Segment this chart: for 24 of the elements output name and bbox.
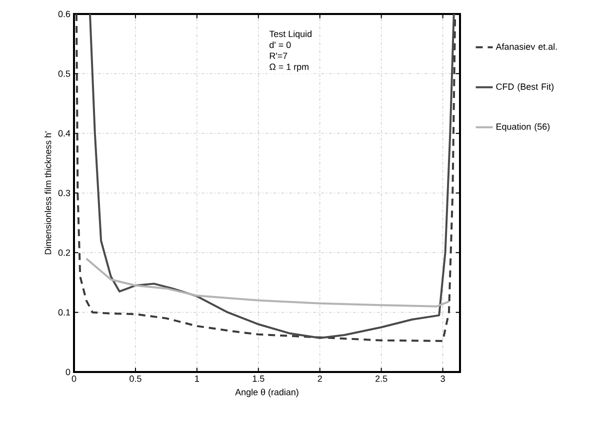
y-tick-label: 0.5 — [58, 70, 70, 77]
annotation: Test Liquid — [269, 30, 312, 39]
annotation: d' = 0 — [270, 41, 291, 48]
x-tick-label: 3 — [440, 376, 445, 382]
annotation: Ω = 1 rpm — [270, 64, 308, 72]
y-tick-label: 0.4 — [58, 130, 70, 137]
x-tick-label: 2 — [318, 376, 322, 382]
legend-label: CFD (Best Fit) — [496, 83, 554, 92]
x-axis-title: Angle θ (radian) — [235, 388, 298, 398]
legend-label: Afanasiev et.al. — [496, 43, 557, 50]
y-tick-label: 0.2 — [58, 249, 70, 256]
line-series — [85, 258, 450, 308]
x-tick-label: 1 — [195, 376, 199, 382]
annotation: R'=7 — [270, 52, 288, 59]
y-tick-label: 0 — [66, 368, 70, 376]
y-axis-title: Dimensionless film thickness h' — [44, 132, 52, 254]
x-tick-label: 2.5 — [376, 376, 388, 382]
y-tick-label: 0.1 — [58, 309, 70, 316]
x-tick-label: 0 — [72, 376, 76, 382]
y-tick-label: 0.3 — [58, 190, 70, 196]
x-tick-label: 0.5 — [130, 376, 142, 382]
legend-label: Equation (56) — [496, 123, 550, 132]
x-tick-label: 1.5 — [252, 376, 264, 382]
y-tick-label: 0.6 — [58, 10, 70, 18]
